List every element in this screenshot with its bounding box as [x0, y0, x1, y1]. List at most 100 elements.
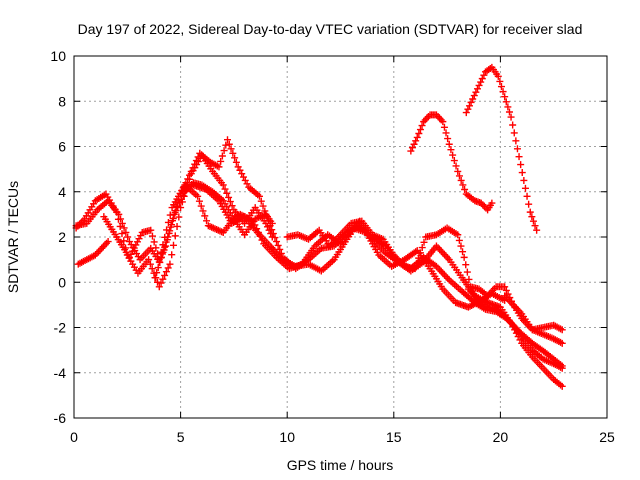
data-point — [137, 232, 145, 240]
data-point — [418, 122, 426, 130]
data-point — [480, 202, 488, 210]
data-point — [101, 241, 109, 249]
data-point — [225, 140, 233, 148]
data-point — [437, 268, 445, 276]
data-point — [469, 95, 477, 103]
data-point — [501, 283, 509, 291]
data-point — [478, 75, 486, 83]
data-point — [125, 253, 133, 261]
data-point — [148, 232, 156, 240]
data-point — [182, 179, 190, 187]
data-point — [465, 275, 473, 283]
data-point — [261, 207, 269, 215]
data-point — [171, 232, 179, 240]
data-point — [99, 243, 107, 251]
data-point — [263, 212, 271, 220]
data-point — [133, 238, 141, 246]
data-point — [132, 241, 140, 249]
data-point — [496, 77, 504, 85]
data-point — [449, 151, 457, 159]
data-point — [95, 248, 103, 256]
data-point — [130, 244, 138, 252]
data-point — [412, 137, 420, 145]
series-s6 — [189, 181, 566, 390]
data-point — [502, 98, 510, 106]
data-point — [135, 235, 143, 243]
data-point — [439, 269, 447, 277]
data-point — [499, 88, 507, 96]
data-point — [437, 247, 445, 255]
data-point — [525, 200, 533, 208]
data-point — [470, 92, 478, 100]
data-point — [512, 137, 520, 145]
x-tick-label: 10 — [279, 429, 295, 445]
data-point — [154, 250, 162, 258]
data-point — [185, 171, 193, 179]
data-point — [515, 153, 523, 161]
data-point — [413, 259, 421, 267]
data-point — [276, 245, 284, 253]
data-point — [120, 224, 128, 232]
data-point — [436, 245, 444, 253]
data-point — [467, 98, 475, 106]
data-point — [269, 230, 277, 238]
data-point — [526, 208, 534, 216]
data-point — [156, 258, 164, 266]
data-point — [494, 72, 502, 80]
data-point — [199, 207, 207, 215]
data-point — [266, 222, 274, 230]
data-point — [533, 226, 541, 234]
data-point — [224, 136, 232, 144]
data-point — [219, 181, 227, 189]
data-point — [505, 108, 513, 116]
data-point — [164, 233, 172, 241]
data-point — [434, 113, 442, 121]
data-point — [436, 266, 444, 274]
data-point — [457, 176, 465, 184]
data-point — [154, 264, 162, 272]
data-point — [423, 114, 431, 122]
series-s2 — [72, 152, 276, 291]
x-tick-label: 20 — [493, 429, 509, 445]
y-tick-label: -2 — [54, 320, 67, 336]
data-point — [274, 241, 282, 249]
data-point — [529, 217, 537, 225]
data-point — [501, 93, 509, 101]
data-point — [459, 181, 467, 189]
data-point — [175, 213, 183, 221]
data-point — [220, 147, 228, 155]
data-point — [151, 274, 159, 282]
y-tick-label: -4 — [54, 365, 67, 381]
data-point — [104, 238, 112, 246]
data-point — [178, 186, 186, 194]
data-point — [217, 157, 225, 165]
data-point — [103, 239, 111, 247]
data-point — [442, 252, 450, 260]
data-point — [444, 274, 452, 282]
data-point — [442, 273, 450, 281]
series-s9 — [501, 292, 566, 347]
data-point — [509, 121, 517, 129]
data-point — [445, 140, 453, 148]
data-point — [218, 152, 226, 160]
data-point — [420, 238, 428, 246]
data-point — [558, 339, 566, 347]
data-point — [162, 268, 170, 276]
data-point — [407, 147, 415, 155]
data-point — [201, 212, 209, 220]
y-tick-label: 8 — [58, 93, 66, 109]
data-point — [191, 160, 199, 168]
data-point — [558, 326, 566, 334]
y-axis-ticks: -6 -4 -2 0 2 4 6 8 10 — [50, 48, 607, 426]
data-point — [180, 182, 188, 190]
data-point — [215, 163, 223, 171]
data-point — [153, 269, 161, 277]
data-point — [523, 192, 531, 200]
data-point — [145, 256, 153, 264]
data-point — [154, 278, 162, 286]
x-tick-label: 0 — [70, 429, 78, 445]
data-point — [480, 71, 488, 79]
data-point — [228, 202, 236, 210]
data-point — [462, 109, 470, 117]
